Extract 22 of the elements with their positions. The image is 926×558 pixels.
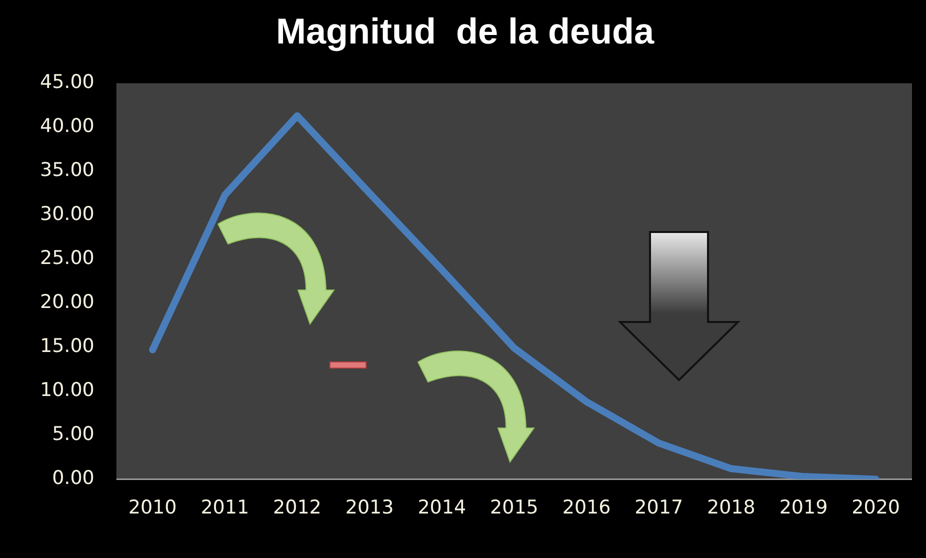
y-tick-label: 20.00 bbox=[40, 291, 94, 314]
x-tick-label: 2010 bbox=[128, 496, 177, 519]
x-tick-label: 2013 bbox=[345, 496, 394, 519]
x-tick-label: 2016 bbox=[562, 496, 611, 519]
y-tick-label: 5.00 bbox=[52, 423, 94, 446]
x-tick-label: 2015 bbox=[490, 496, 538, 519]
x-tick-label: 2011 bbox=[200, 496, 250, 519]
x-tick-label: 2012 bbox=[273, 496, 322, 519]
y-tick-label: 40.00 bbox=[40, 115, 94, 138]
y-tick-label: 45.00 bbox=[40, 71, 94, 94]
y-tick-label: 10.00 bbox=[40, 379, 94, 402]
x-tick-label: 2019 bbox=[779, 496, 828, 519]
x-tick-label: 2020 bbox=[852, 496, 900, 519]
x-tick-label: 2018 bbox=[707, 496, 756, 519]
x-tick-label: 2014 bbox=[418, 496, 466, 519]
y-tick-label: 25.00 bbox=[40, 247, 94, 270]
y-tick-label: 0.00 bbox=[52, 467, 94, 490]
x-tick-label: 2017 bbox=[634, 496, 684, 519]
chart-title: Magnitud de la deuda bbox=[276, 10, 655, 52]
y-tick-label: 35.00 bbox=[40, 159, 94, 182]
y-tick-label: 30.00 bbox=[40, 203, 94, 226]
y-tick-label: 15.00 bbox=[40, 335, 94, 358]
